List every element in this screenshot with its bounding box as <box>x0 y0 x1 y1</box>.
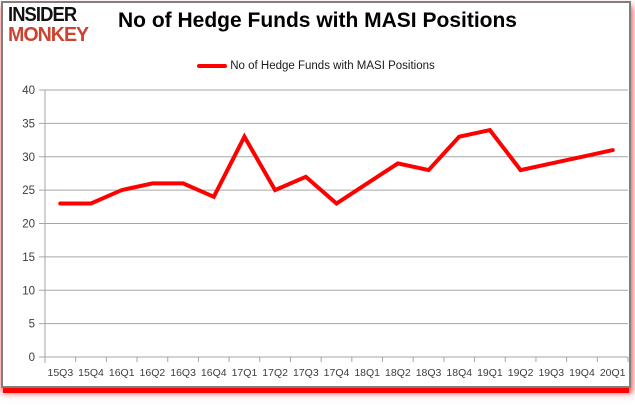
x-tick-label: 19Q4 <box>569 367 595 379</box>
x-tick-label: 20Q1 <box>600 367 626 379</box>
chart-card: INSIDER MONKEY No of Hedge Funds with MA… <box>1 1 631 388</box>
x-tick-label: 19Q2 <box>508 367 534 379</box>
y-tick-label: 30 <box>22 152 35 164</box>
x-tick-label: 18Q1 <box>354 367 380 379</box>
y-tick-label: 25 <box>22 185 35 197</box>
x-tick-label: 17Q3 <box>293 367 319 379</box>
y-tick-label: 10 <box>22 285 35 297</box>
chart-title: No of Hedge Funds with MASI Positions <box>118 9 517 32</box>
y-tick-label: 20 <box>22 219 35 231</box>
insider-monkey-logo: INSIDER MONKEY <box>8 5 90 46</box>
x-tick-label: 19Q3 <box>538 367 564 379</box>
y-tick-label: 5 <box>29 319 35 331</box>
x-tick-label: 18Q3 <box>416 367 442 379</box>
x-tick-label: 18Q2 <box>385 367 411 379</box>
x-tick-label: 17Q1 <box>232 367 258 379</box>
logo-insider-text: INSIDER <box>8 4 77 26</box>
x-tick-label: 16Q4 <box>201 367 227 379</box>
x-tick-label: 16Q1 <box>109 367 135 379</box>
legend-label: No of Hedge Funds with MASI Positions <box>230 60 435 72</box>
x-tick-label: 18Q4 <box>446 367 472 379</box>
line-chart: 0 5 10 15 20 25 30 35 40 15Q3 15Q4 16Q1 16Q2 16Q3 16Q4… <box>22 85 629 379</box>
logo-monkey-text: MONKEY <box>8 24 89 47</box>
legend-line-swatch <box>197 64 228 68</box>
x-tick-label: 16Q3 <box>170 367 196 379</box>
series-line <box>58 127 615 207</box>
x-tick-label: 15Q4 <box>78 367 104 379</box>
y-tick-label: 0 <box>29 352 35 364</box>
x-tick-label: 17Q2 <box>262 367 288 379</box>
chart-legend: No of Hedge Funds with MASI Positions <box>3 60 629 72</box>
y-tick-label: 15 <box>22 252 35 264</box>
y-tick-label: 40 <box>22 85 35 97</box>
x-tick-label: 17Q4 <box>324 367 350 379</box>
x-tick-label: 15Q3 <box>47 367 73 379</box>
x-tick-label: 16Q2 <box>140 367 166 379</box>
y-tick-label: 35 <box>22 118 35 130</box>
x-tick-label: 19Q1 <box>477 367 503 379</box>
